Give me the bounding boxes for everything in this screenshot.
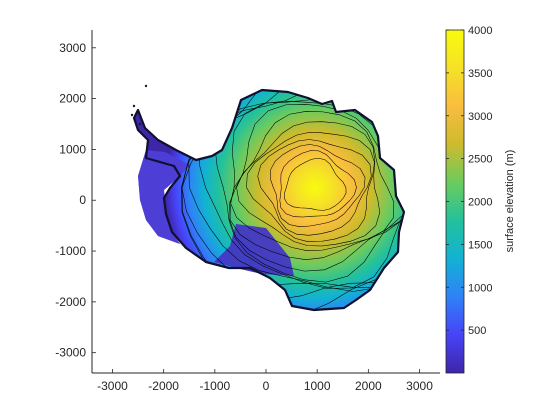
colorbar-tick-label: 1000 xyxy=(468,282,492,294)
colorbar-tick-label: 3500 xyxy=(468,68,492,80)
colorbar-tick-label: 500 xyxy=(468,325,486,337)
x-tick-label: 0 xyxy=(263,379,270,393)
contour-line xyxy=(257,139,372,236)
colorbar-tick-label: 2000 xyxy=(468,197,492,209)
contour-line xyxy=(284,157,347,211)
island-dot xyxy=(130,113,134,117)
x-tick-label: -3000 xyxy=(97,379,128,393)
x-tick-label: 1000 xyxy=(304,379,331,393)
y-tick-label: 1000 xyxy=(59,142,86,156)
contour-line xyxy=(279,150,357,218)
contour-line xyxy=(246,132,375,242)
y-tick-label: 3000 xyxy=(59,41,86,55)
y-tick-label: -3000 xyxy=(55,346,86,360)
contour-line xyxy=(236,121,381,247)
colorbar-tick-label: 2500 xyxy=(468,154,492,166)
contour-line xyxy=(270,144,366,227)
x-axis-ticks: -3000 -2000 -1000 0 1000 2000 3000 xyxy=(97,369,433,393)
colorbar-tick-label: 1500 xyxy=(468,239,492,251)
contour-line xyxy=(229,104,404,260)
y-axis-ticks: 3000 2000 1000 0 -1000 -2000 -3000 xyxy=(55,41,96,360)
elevation-map xyxy=(130,84,406,312)
x-tick-label: -2000 xyxy=(148,379,179,393)
island-dot xyxy=(144,84,148,88)
coastline xyxy=(132,88,406,312)
x-tick-label: 3000 xyxy=(406,379,433,393)
island-dot xyxy=(132,104,136,108)
x-tick-label: -1000 xyxy=(199,379,230,393)
y-tick-label: -2000 xyxy=(55,295,86,309)
colorbar-label: surface elevation (m) xyxy=(504,150,516,253)
colorbar-tick-label: 3000 xyxy=(468,111,492,123)
colorbar-ticks: 4000 3500 3000 2500 2000 1500 1000 500 xyxy=(446,25,492,337)
y-tick-label: 0 xyxy=(79,193,86,207)
y-tick-label: -1000 xyxy=(55,244,86,258)
island-dot xyxy=(138,122,142,126)
colorbar-tick-label: 4000 xyxy=(468,25,492,37)
ice-sheet-surface xyxy=(134,90,404,310)
x-tick-label: 2000 xyxy=(355,379,382,393)
y-tick-label: 2000 xyxy=(59,92,86,106)
